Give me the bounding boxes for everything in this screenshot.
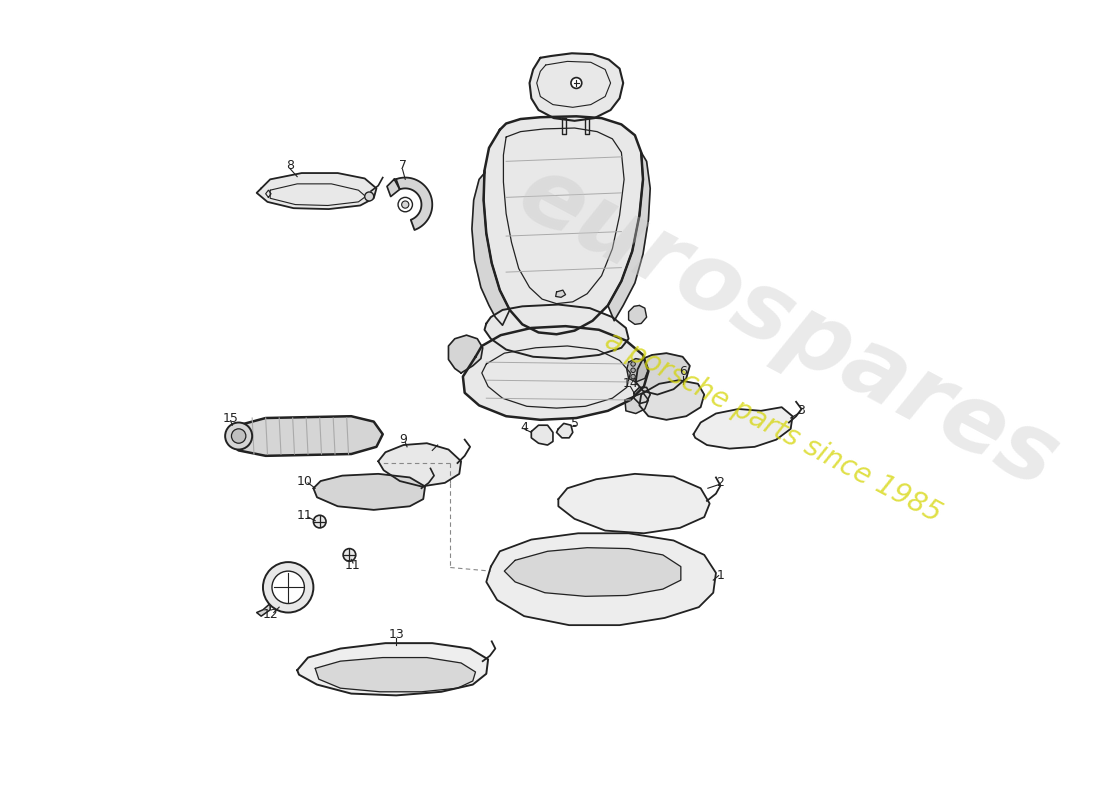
Polygon shape: [585, 118, 588, 134]
Polygon shape: [693, 407, 792, 449]
Polygon shape: [463, 326, 648, 420]
Polygon shape: [634, 387, 650, 404]
Polygon shape: [256, 603, 271, 616]
Circle shape: [630, 374, 636, 379]
Text: 4: 4: [520, 421, 528, 434]
Text: 5: 5: [571, 417, 579, 430]
Polygon shape: [608, 152, 650, 321]
Circle shape: [343, 549, 355, 562]
Text: 10: 10: [297, 474, 312, 487]
Text: 15: 15: [222, 411, 239, 425]
Polygon shape: [559, 474, 710, 534]
Polygon shape: [227, 416, 383, 456]
Circle shape: [263, 562, 313, 613]
Text: 3: 3: [798, 404, 805, 418]
Text: 2: 2: [716, 476, 725, 490]
Polygon shape: [562, 118, 565, 134]
Text: eurospares: eurospares: [503, 147, 1074, 509]
Polygon shape: [484, 116, 644, 334]
Polygon shape: [378, 443, 461, 486]
Polygon shape: [256, 173, 376, 209]
Text: a porsche parts since 1985: a porsche parts since 1985: [600, 326, 946, 528]
Polygon shape: [529, 54, 624, 121]
Text: 7: 7: [398, 159, 407, 172]
Polygon shape: [449, 335, 483, 373]
Circle shape: [314, 515, 326, 528]
Polygon shape: [557, 423, 573, 438]
Text: 6: 6: [679, 365, 686, 378]
Text: 13: 13: [388, 628, 404, 641]
Polygon shape: [556, 290, 565, 298]
Circle shape: [398, 198, 412, 212]
Circle shape: [571, 78, 582, 89]
Text: 14: 14: [623, 378, 638, 390]
Polygon shape: [387, 179, 399, 197]
Circle shape: [226, 422, 252, 450]
Polygon shape: [636, 353, 690, 394]
Polygon shape: [639, 380, 704, 420]
Circle shape: [231, 429, 246, 443]
Polygon shape: [625, 393, 648, 414]
Polygon shape: [316, 658, 475, 692]
Polygon shape: [484, 305, 628, 358]
Text: 12: 12: [262, 608, 278, 621]
Circle shape: [630, 362, 636, 366]
Polygon shape: [531, 426, 553, 445]
Circle shape: [272, 571, 305, 603]
Circle shape: [630, 368, 636, 373]
Polygon shape: [486, 534, 716, 625]
Polygon shape: [628, 306, 647, 324]
Polygon shape: [297, 643, 488, 695]
Circle shape: [365, 192, 374, 201]
Polygon shape: [504, 548, 681, 596]
Polygon shape: [627, 358, 648, 382]
Text: 8: 8: [286, 159, 294, 172]
Text: 1: 1: [716, 569, 725, 582]
Text: 11: 11: [345, 559, 361, 572]
Polygon shape: [314, 474, 425, 510]
Circle shape: [402, 201, 409, 208]
Polygon shape: [472, 170, 509, 326]
Polygon shape: [396, 178, 432, 230]
Text: 9: 9: [399, 433, 407, 446]
Text: 11: 11: [297, 509, 312, 522]
